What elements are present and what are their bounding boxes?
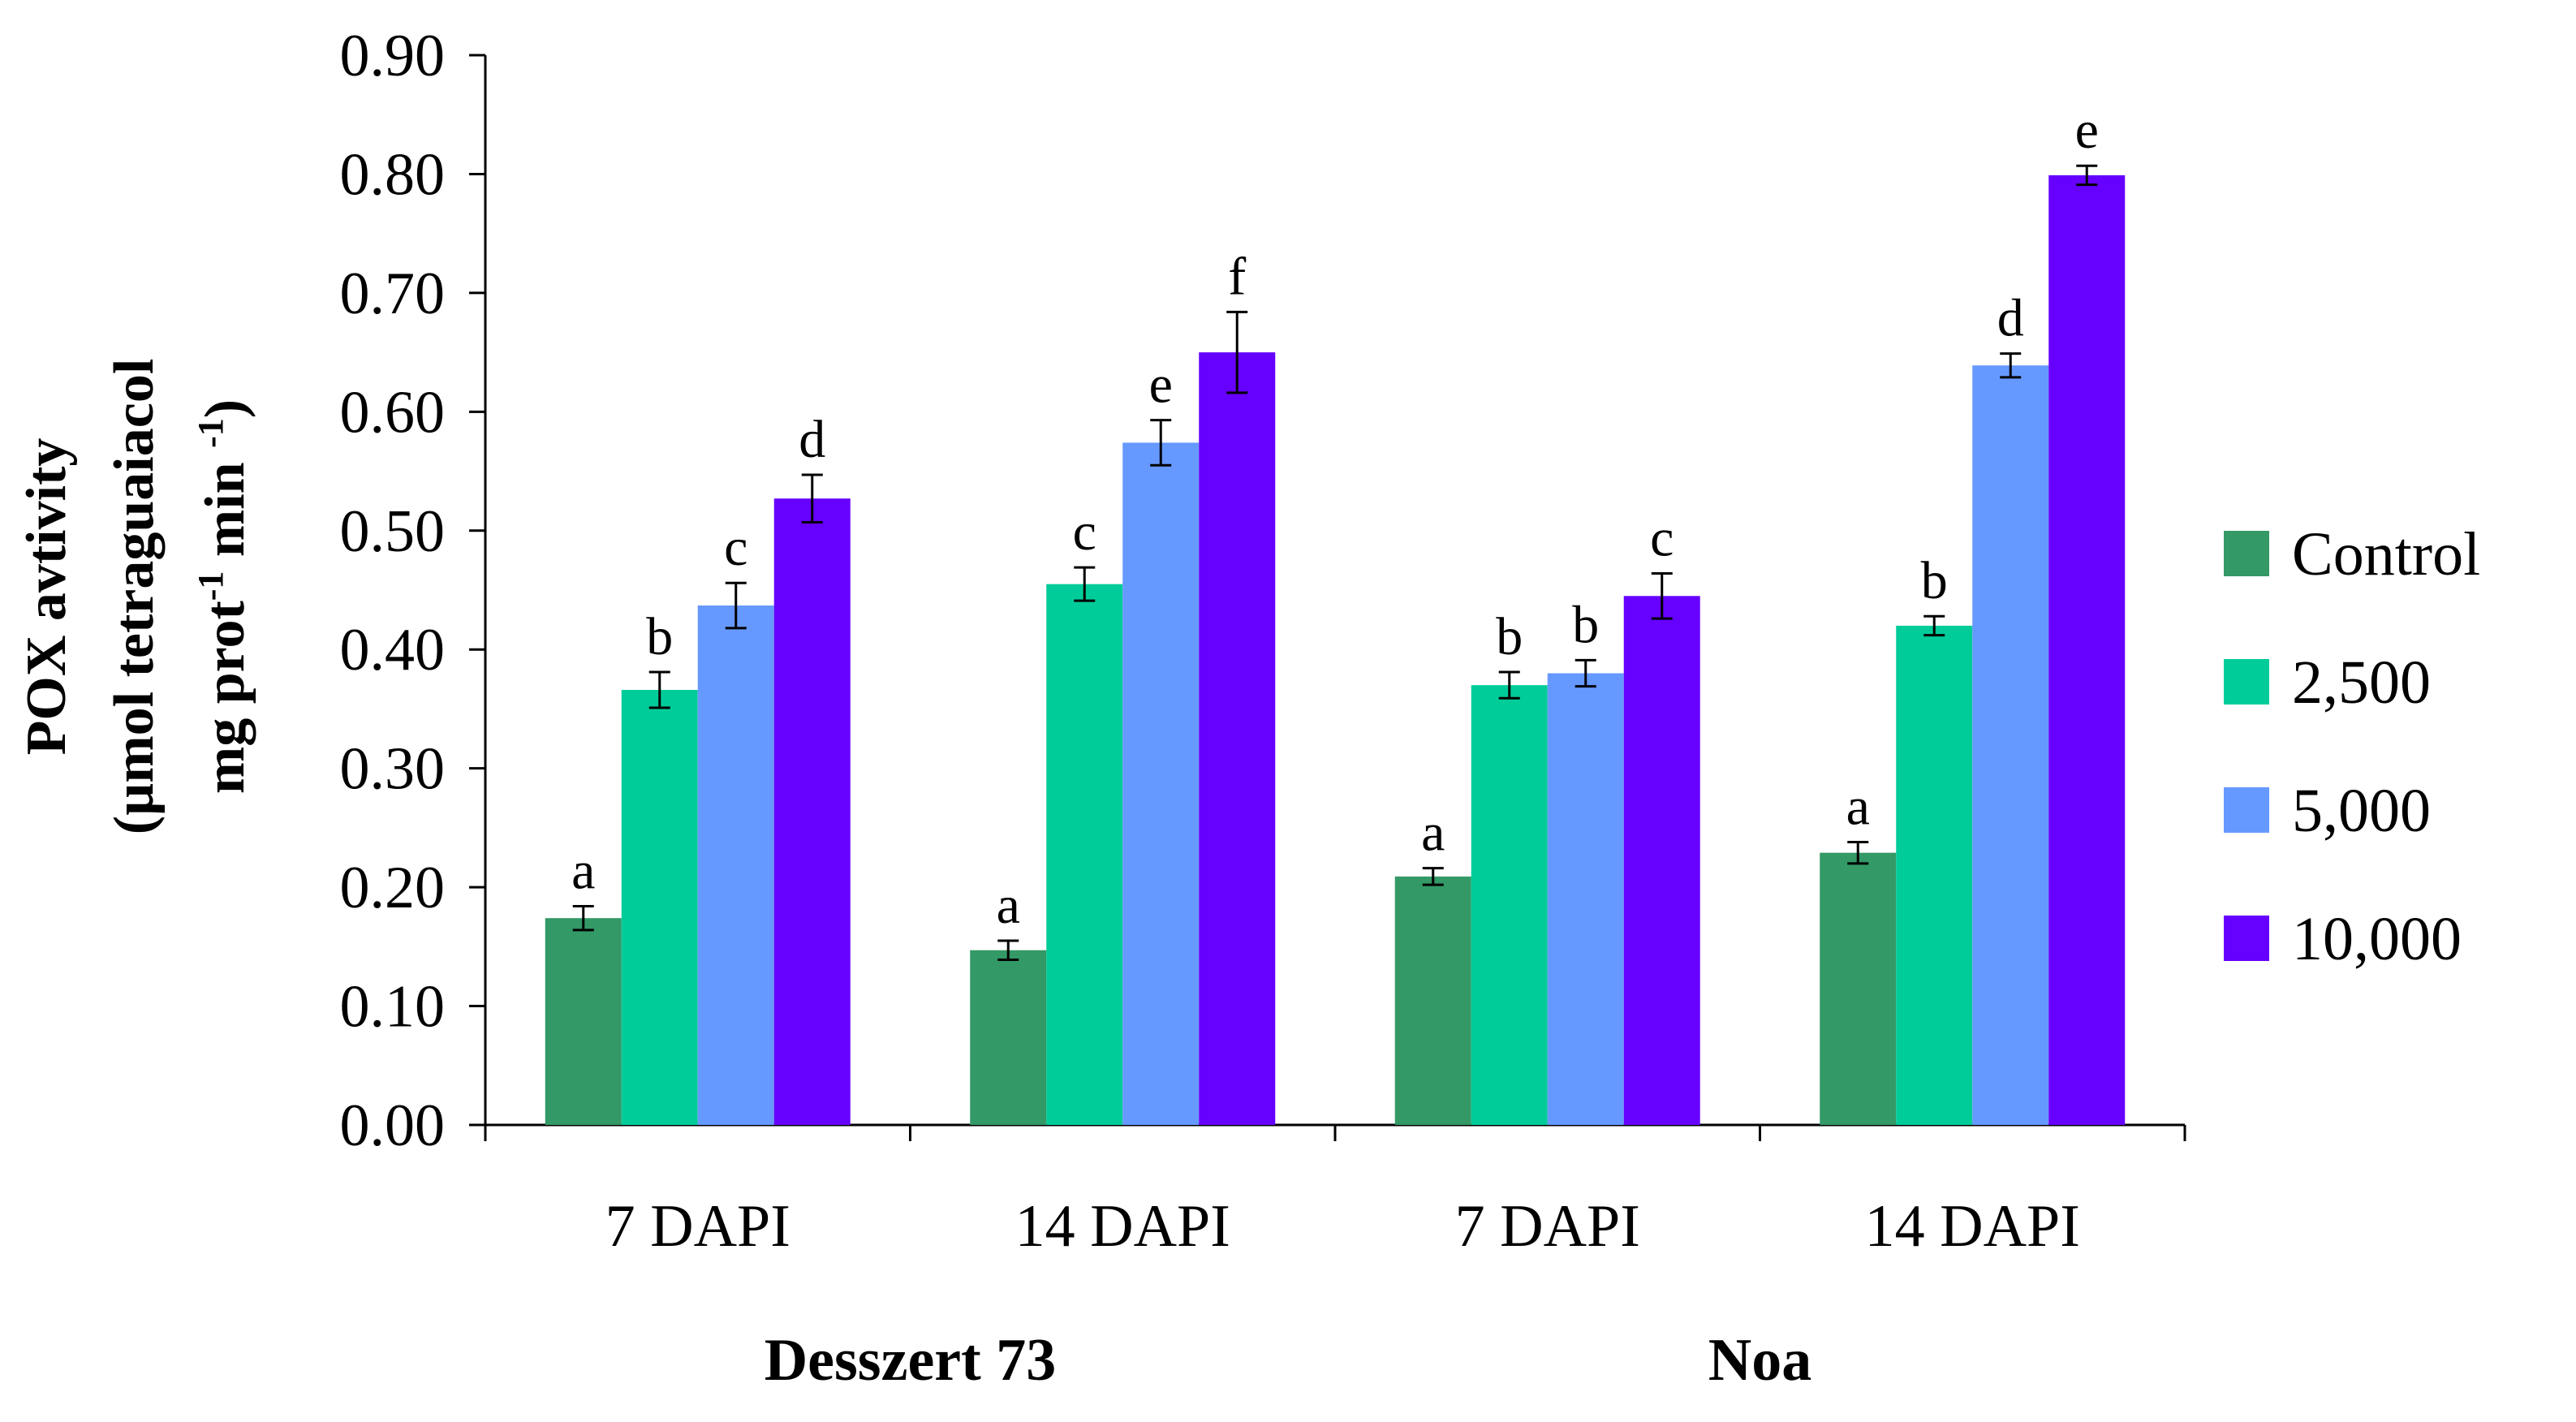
- bar: [970, 950, 1047, 1125]
- bar: [1896, 625, 1973, 1125]
- significance-letter: a: [571, 842, 595, 901]
- significance-letter: c: [1650, 508, 1674, 567]
- y-axis-label: POX avtivity (µmol tetraguaiacol mg prot…: [15, 359, 256, 835]
- significance-letter: b: [1921, 551, 1948, 610]
- x-tick-label: 7 DAPI: [1455, 1193, 1640, 1260]
- bar: [1547, 673, 1624, 1125]
- bar: [2048, 175, 2126, 1125]
- significance-letter: e: [1149, 356, 1173, 415]
- significance-letter: b: [1572, 595, 1599, 654]
- legend-label: 5,000: [2292, 777, 2431, 845]
- y-tick-label: 0.70: [340, 261, 446, 327]
- significance-letter: b: [1496, 607, 1523, 666]
- legend-swatch: [2224, 916, 2269, 961]
- bar: [1199, 352, 1276, 1126]
- y-axis-label-line3-sup2: -1: [191, 418, 230, 448]
- y-axis-label-line1: POX avtivity: [15, 438, 78, 756]
- x-tick-label: 7 DAPI: [605, 1193, 790, 1260]
- significance-letter: f: [1228, 247, 1246, 306]
- axes: 0.00 0.10 0.20 0.30 0.40 0.50 0.60 0.70 0.80 0.90…: [340, 23, 2186, 1394]
- y-axis-label-line3-pre: mg prot: [194, 601, 256, 794]
- bar: [1820, 852, 1897, 1125]
- bar: [1972, 365, 2049, 1126]
- significance-letter: c: [724, 518, 747, 577]
- group-label: Noa: [1708, 1327, 1811, 1394]
- y-tick-label: 0.20: [340, 855, 446, 921]
- legend-swatch: [2224, 531, 2269, 576]
- y-tick-label: 0.40: [340, 617, 446, 683]
- significance-letter: d: [799, 410, 825, 469]
- significance-letter: a: [997, 876, 1020, 935]
- legend: Control 2,500 5,000 10,000: [2224, 520, 2480, 973]
- bar: [1122, 442, 1200, 1125]
- y-tick-label: 0.30: [340, 736, 446, 803]
- bar: [1623, 596, 1700, 1125]
- legend-label: 2,500: [2292, 649, 2431, 717]
- x-tick-label: 14 DAPI: [1865, 1193, 2080, 1260]
- significance-letter: d: [1997, 289, 2024, 348]
- significance-letter: a: [1421, 804, 1445, 863]
- bar: [1471, 685, 1548, 1125]
- y-axis-label-line3-sup1: -1: [191, 571, 230, 601]
- bar: [1394, 876, 1471, 1125]
- y-tick-label: 0.50: [340, 498, 446, 565]
- legend-swatch: [2224, 659, 2269, 705]
- y-axis-label-line3-mid: min: [194, 448, 256, 571]
- legend-label: Control: [2292, 520, 2480, 588]
- y-axis-label-line3: mg prot-1 min -1): [191, 399, 256, 794]
- significance-letter: c: [1073, 502, 1096, 562]
- y-axis-label-line2: (µmol tetraguaiacol: [103, 359, 166, 835]
- y-tick-label: 0.80: [340, 141, 446, 208]
- y-tick-label: 0.00: [340, 1092, 446, 1159]
- significance-letter: e: [2075, 101, 2099, 160]
- bar: [773, 498, 851, 1125]
- significance-letter: a: [1846, 777, 1870, 836]
- legend-label: 10,000: [2292, 905, 2462, 973]
- y-tick-label: 0.90: [340, 23, 446, 89]
- y-tick-label: 0.10: [340, 974, 446, 1041]
- bar: [621, 690, 698, 1125]
- y-axis-label-line3-post: ): [194, 399, 256, 418]
- bar: [697, 605, 774, 1125]
- legend-swatch: [2224, 787, 2269, 833]
- significance-letter: b: [646, 607, 673, 666]
- group-label: Desszert 73: [765, 1327, 1057, 1394]
- bar: [1046, 584, 1123, 1125]
- y-tick-label: 0.60: [340, 379, 446, 446]
- bar: [545, 918, 622, 1125]
- x-tick-label: 14 DAPI: [1015, 1193, 1230, 1260]
